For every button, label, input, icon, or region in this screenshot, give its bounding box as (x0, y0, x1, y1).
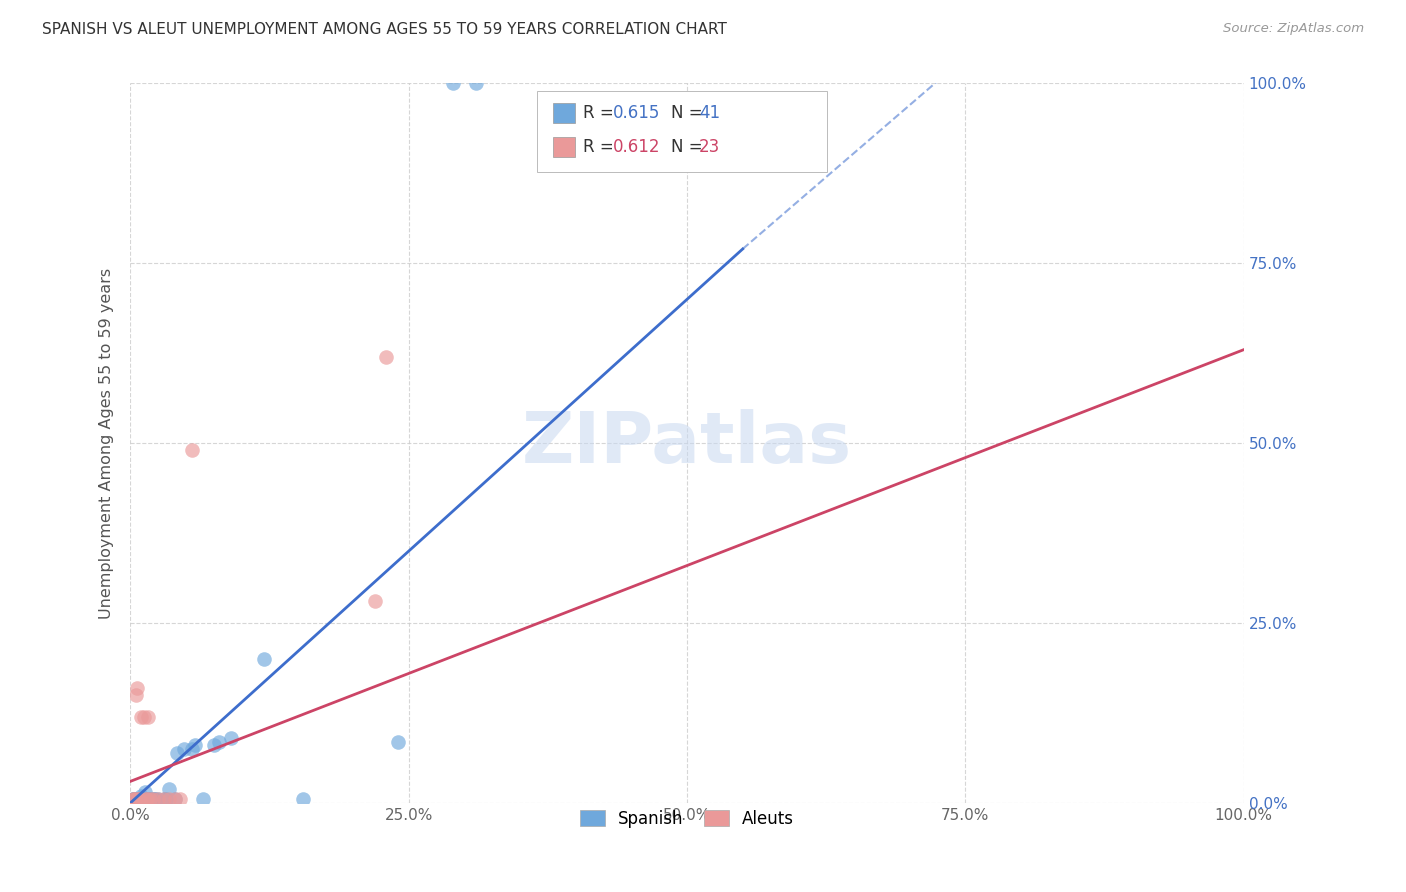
Text: 23: 23 (699, 138, 720, 156)
Point (121, 792, 143, 806)
Point (134, 785, 156, 799)
Point (131, 792, 153, 806)
Point (136, 792, 159, 806)
Point (124, 792, 146, 806)
Text: SPANISH VS ALEUT UNEMPLOYMENT AMONG AGES 55 TO 59 YEARS CORRELATION CHART: SPANISH VS ALEUT UNEMPLOYMENT AMONG AGES… (42, 22, 727, 37)
Point (121, 792, 143, 806)
Legend: Spanish, Aleuts: Spanish, Aleuts (574, 803, 801, 834)
Point (155, 792, 177, 806)
Point (375, 350, 398, 364)
Point (166, 746, 188, 760)
Point (128, 792, 150, 806)
Point (202, 739, 225, 753)
Text: N =: N = (671, 104, 707, 122)
Point (132, 709, 155, 723)
Text: R =: R = (583, 104, 620, 122)
Point (163, 792, 186, 806)
Point (253, 652, 276, 666)
Point (127, 792, 149, 806)
Text: 41: 41 (699, 104, 720, 122)
Point (184, 739, 207, 753)
Text: N =: N = (671, 138, 707, 156)
Point (135, 792, 157, 806)
Point (132, 792, 155, 806)
Point (125, 792, 148, 806)
Point (387, 735, 409, 749)
Text: 0.615: 0.615 (613, 104, 661, 122)
Text: ZIPatlas: ZIPatlas (522, 409, 852, 478)
Point (125, 688, 148, 702)
Point (125, 792, 148, 806)
Point (124, 792, 146, 806)
Point (139, 792, 162, 806)
Point (291, 792, 314, 806)
Point (464, 77, 486, 91)
Point (139, 792, 162, 806)
Point (146, 792, 169, 806)
Point (180, 742, 202, 756)
Point (131, 709, 153, 723)
Point (142, 792, 165, 806)
Point (125, 681, 148, 695)
Point (136, 709, 159, 723)
Point (122, 792, 145, 806)
Point (152, 792, 174, 806)
Point (152, 792, 174, 806)
Point (157, 792, 180, 806)
Point (129, 792, 152, 806)
Point (441, 77, 464, 91)
Point (136, 792, 159, 806)
Point (125, 792, 148, 806)
Point (208, 735, 231, 749)
Point (122, 792, 145, 806)
Point (180, 443, 202, 458)
Point (191, 792, 214, 806)
Text: Source: ZipAtlas.com: Source: ZipAtlas.com (1223, 22, 1364, 36)
Point (129, 792, 152, 806)
Point (169, 792, 191, 806)
Point (157, 781, 180, 796)
Point (142, 792, 165, 806)
Point (131, 792, 153, 806)
Point (219, 731, 242, 746)
Point (173, 742, 195, 756)
Point (146, 792, 169, 806)
Point (143, 792, 166, 806)
Point (131, 789, 153, 803)
Point (125, 792, 148, 806)
Text: 0.612: 0.612 (613, 138, 661, 156)
Point (364, 594, 387, 608)
Y-axis label: Unemployment Among Ages 55 to 59 years: Unemployment Among Ages 55 to 59 years (100, 268, 114, 619)
Point (128, 792, 150, 806)
Point (121, 792, 143, 806)
Point (163, 792, 186, 806)
Point (138, 792, 160, 806)
Point (136, 792, 159, 806)
Point (127, 792, 149, 806)
Point (142, 792, 165, 806)
Text: R =: R = (583, 138, 620, 156)
